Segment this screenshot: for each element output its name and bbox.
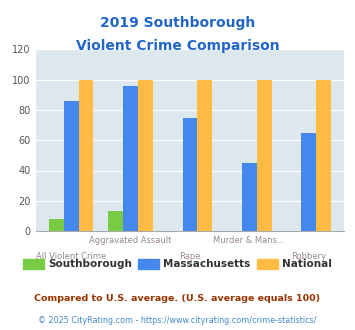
Text: Rape: Rape xyxy=(179,252,201,261)
Text: Robbery: Robbery xyxy=(291,252,326,261)
Text: Compared to U.S. average. (U.S. average equals 100): Compared to U.S. average. (U.S. average … xyxy=(34,294,321,303)
Bar xyxy=(138,80,153,231)
Text: All Violent Crime: All Violent Crime xyxy=(36,252,106,261)
Text: Murder & Mans...: Murder & Mans... xyxy=(213,236,285,245)
Bar xyxy=(301,133,316,231)
Bar xyxy=(49,219,64,231)
Text: 2019 Southborough: 2019 Southborough xyxy=(100,16,255,30)
Bar xyxy=(78,80,93,231)
Legend: Southborough, Massachusetts, National: Southborough, Massachusetts, National xyxy=(19,255,336,274)
Bar xyxy=(123,86,138,231)
Bar xyxy=(242,163,257,231)
Bar xyxy=(316,80,331,231)
Text: Aggravated Assault: Aggravated Assault xyxy=(89,236,172,245)
Bar xyxy=(64,101,78,231)
Text: Violent Crime Comparison: Violent Crime Comparison xyxy=(76,39,279,53)
Bar xyxy=(257,80,272,231)
Bar xyxy=(197,80,212,231)
Bar xyxy=(182,117,197,231)
Bar xyxy=(108,211,123,231)
Text: © 2025 CityRating.com - https://www.cityrating.com/crime-statistics/: © 2025 CityRating.com - https://www.city… xyxy=(38,315,317,325)
